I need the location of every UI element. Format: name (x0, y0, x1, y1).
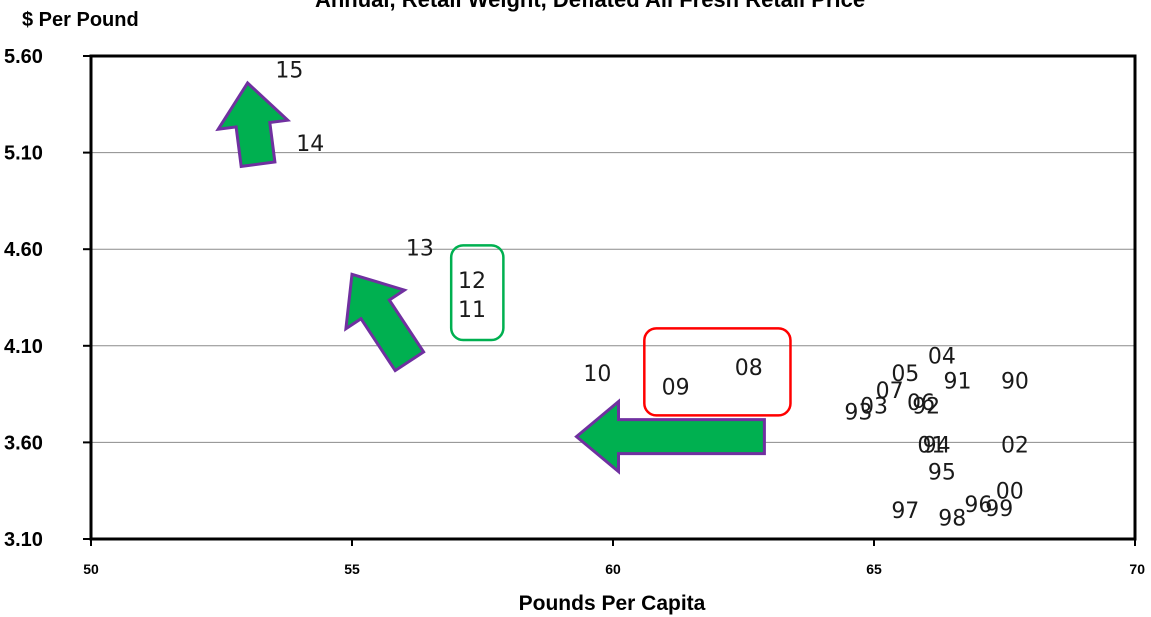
data-point-label: 14 (296, 132, 324, 157)
data-point-label: 06 (907, 391, 935, 416)
data-point-label: 97 (891, 499, 919, 524)
highlight-box (449, 244, 505, 342)
x-tick-label: 50 (83, 561, 99, 577)
data-point-label: 11 (458, 298, 486, 323)
data-point-label: 01 (917, 433, 945, 458)
data-point-label: 12 (458, 269, 486, 294)
x-tick-label: 70 (1129, 561, 1145, 577)
gridlines (91, 152, 1135, 443)
data-point-label: 95 (928, 460, 956, 485)
highlight-box (643, 327, 792, 417)
x-tick-labels: 50 55 60 65 70 (83, 539, 1145, 577)
data-point-label: 15 (275, 59, 303, 84)
data-point-label: 02 (1001, 433, 1029, 458)
y-tick-label: 3.10 (4, 529, 43, 551)
y-axis-label: $ Per Pound (22, 9, 139, 31)
y-tick-label: 4.60 (4, 239, 43, 261)
x-tick-label: 60 (605, 561, 621, 577)
data-point-label: 04 (928, 344, 956, 369)
data-point-label: 98 (938, 507, 966, 532)
data-point-label: 91 (944, 370, 972, 395)
data-point-label: 90 (1001, 370, 1029, 395)
data-point-label: 96 (964, 493, 992, 518)
y-tick-label: 4.10 (4, 336, 43, 358)
data-point-label: 93 (844, 400, 872, 425)
x-axis-label: Pounds Per Capita (519, 592, 706, 615)
x-tick-label: 55 (344, 561, 360, 577)
data-point-label: 13 (406, 236, 434, 261)
x-tick-label: 65 (866, 561, 882, 577)
highlight-boxes (449, 244, 792, 417)
data-point-label: 09 (662, 375, 690, 400)
data-point-label: 94 (923, 433, 951, 458)
y-tick-labels: 3.10 3.60 4.10 4.60 5.10 5.60 (4, 46, 91, 551)
data-point-label: 07 (876, 379, 904, 404)
y-tick-label: 5.10 (4, 143, 43, 165)
data-point-label: 10 (583, 362, 611, 387)
chart-title: Annual, Retail Weight, Deflated All Fres… (315, 0, 865, 12)
data-point-label: 99 (985, 497, 1013, 522)
trend-arrows (215, 80, 766, 475)
y-tick-label: 3.60 (4, 432, 43, 454)
data-point-label: 03 (860, 395, 888, 420)
data-point-label: 05 (891, 362, 919, 387)
trend-arrow (215, 80, 292, 169)
y-tick-label: 5.60 (4, 46, 43, 68)
trend-arrow (344, 272, 426, 373)
data-point-label: 08 (735, 356, 763, 381)
trend-arrow (574, 398, 766, 475)
data-point-label: 92 (912, 395, 940, 420)
data-point-label: 00 (996, 480, 1024, 505)
